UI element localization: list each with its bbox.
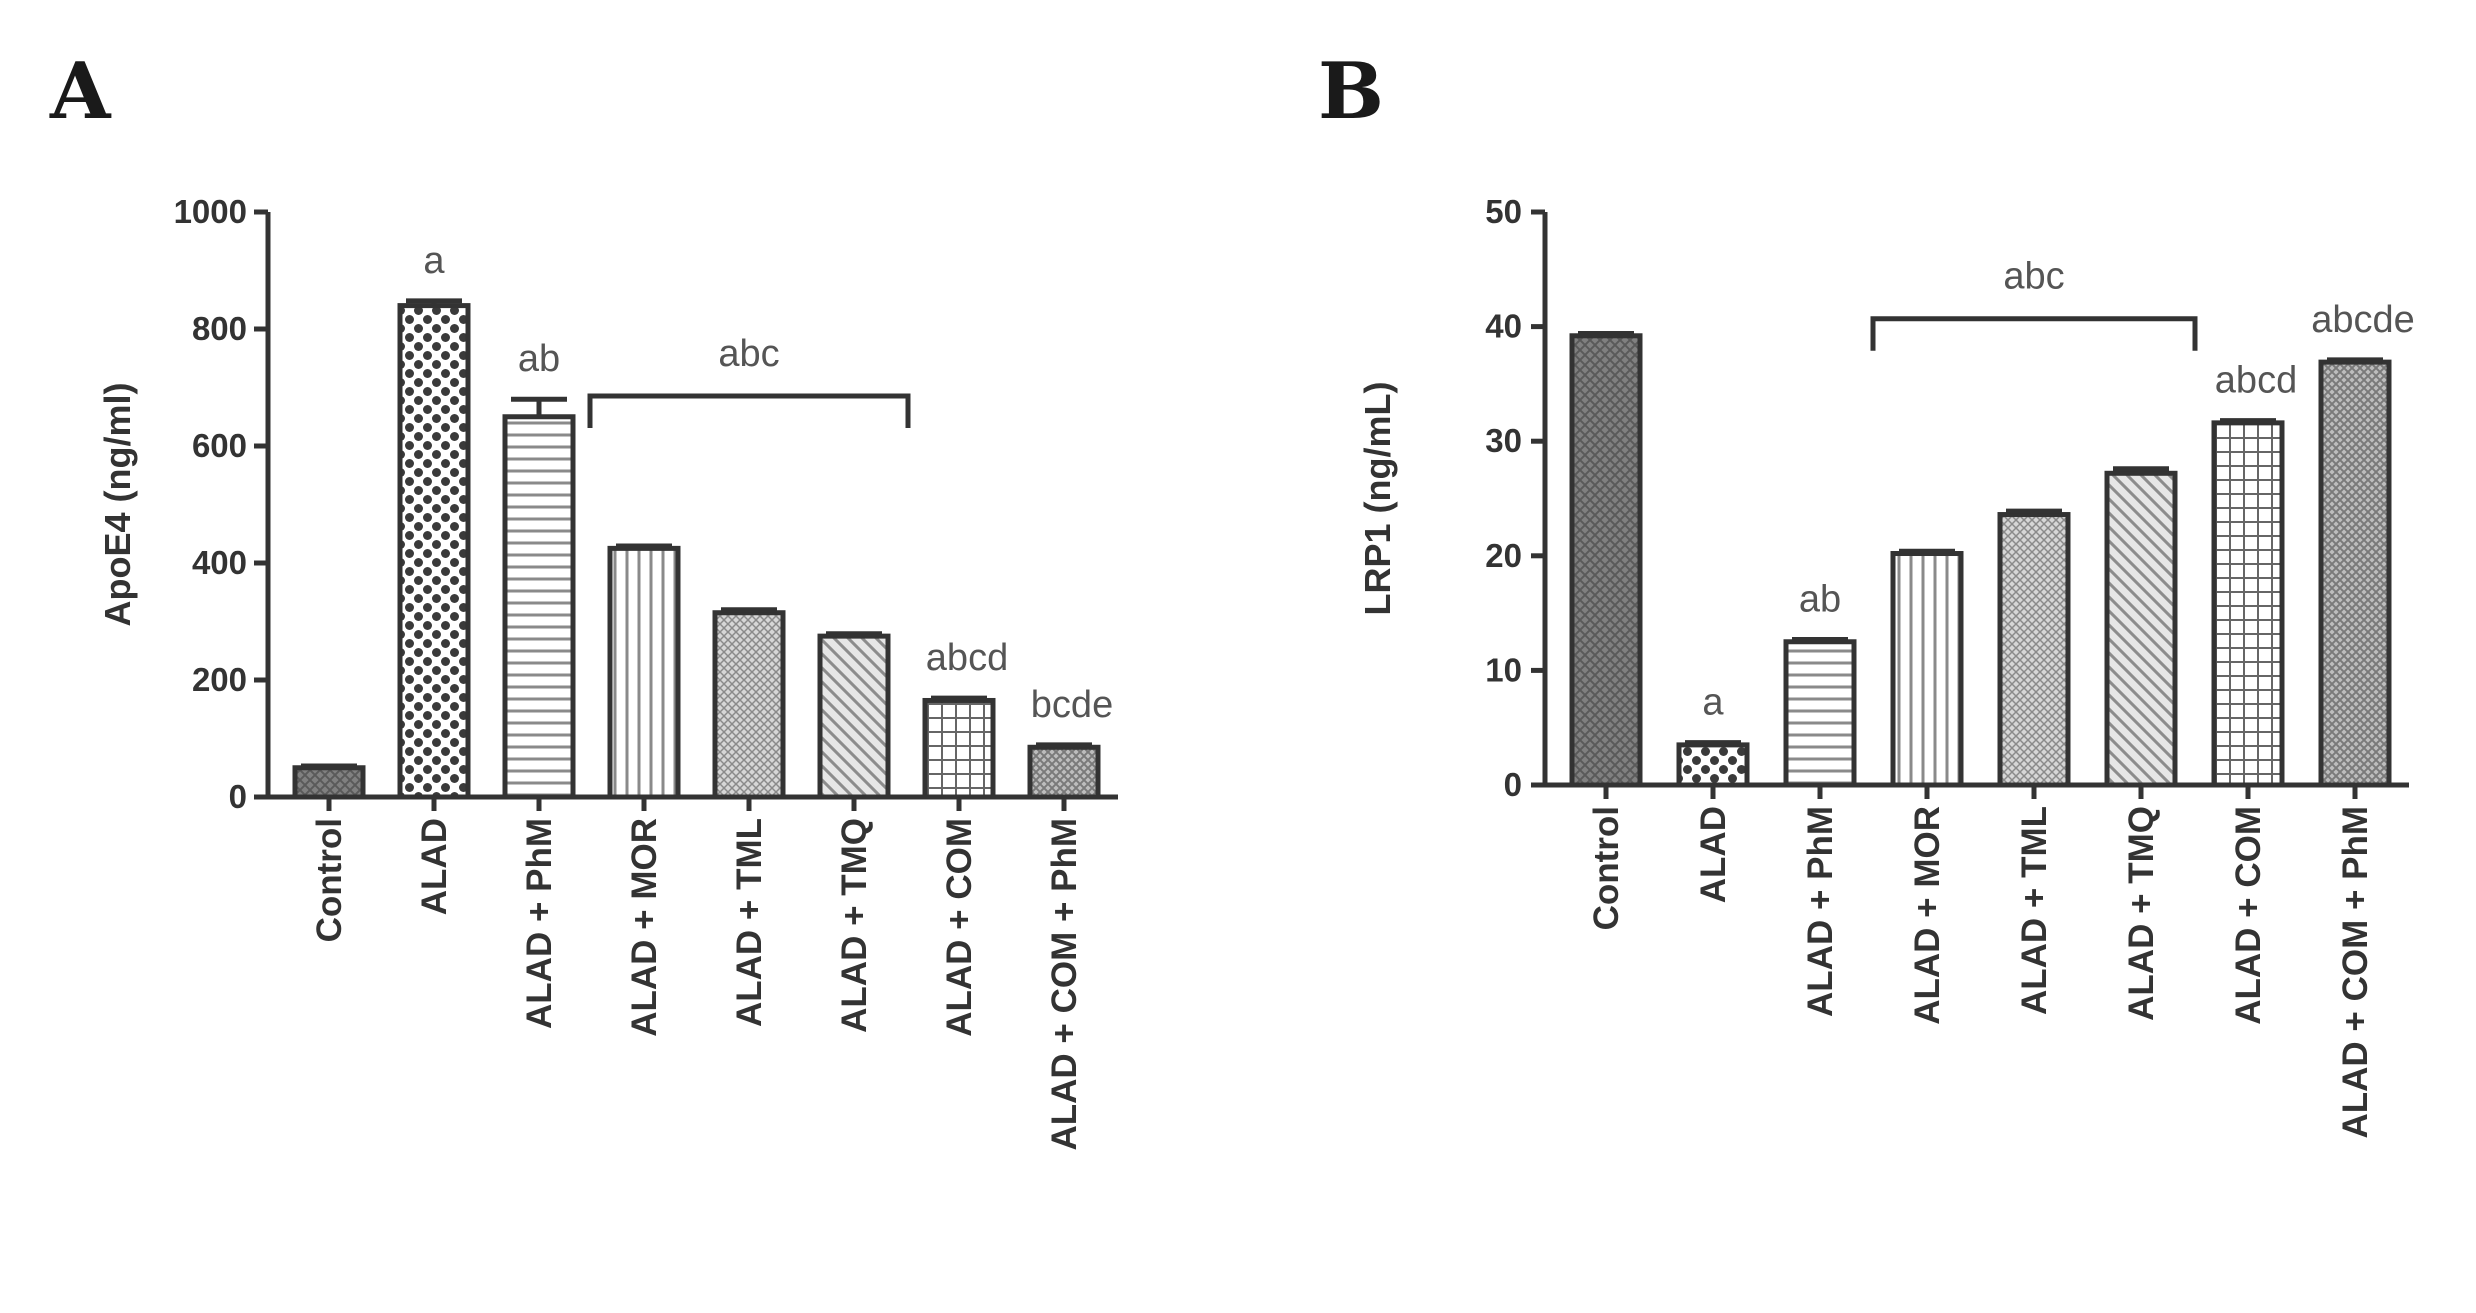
error-bar [2006, 508, 2062, 515]
error-bar [721, 607, 777, 613]
x-category-label: ALAD + COM + PhM [2336, 806, 2375, 1139]
error-bar [1899, 548, 1955, 554]
significance-label: a [423, 240, 445, 282]
error-bar [1036, 742, 1092, 748]
x-category-label: ALAD + COM + PhM [1045, 818, 1084, 1151]
error-bar [1685, 740, 1741, 746]
bar [1890, 551, 1964, 788]
error-bar [2113, 466, 2169, 474]
y-tick-label: 40 [1485, 308, 1522, 345]
x-category-label: ALAD + COM [940, 818, 979, 1037]
x-category-label: ALAD [1694, 806, 1733, 903]
error-bar [1578, 330, 1634, 336]
y-tick-label: 600 [192, 427, 247, 464]
y-tick-label: 10 [1485, 651, 1522, 688]
x-category-label: ALAD + MOR [625, 818, 664, 1037]
significance-label: ab [1799, 578, 1841, 620]
x-category-label: ALAD + MOR [1908, 806, 1947, 1025]
chart-panel-a: A ApoE4 (ng/ml) 0 200 400 600 800 1000 Control AL… [49, 46, 1118, 1151]
bar [1997, 512, 2071, 788]
error-bar [931, 695, 987, 701]
x-category-label: ALAD + TML [730, 818, 769, 1027]
bracket-label: abc [2003, 256, 2064, 298]
y-tick-label: 800 [192, 310, 247, 347]
bar [607, 545, 681, 800]
x-category-label: ALAD + PhM [520, 818, 559, 1029]
error-bar [616, 543, 672, 549]
error-bar [826, 631, 882, 637]
bar [1783, 639, 1857, 788]
y-tick-label: 0 [229, 778, 247, 815]
bar [1569, 333, 1643, 788]
significance-label: abcde [2311, 299, 2415, 341]
error-bar [1792, 636, 1848, 642]
x-category-label: ALAD + COM [2229, 806, 2268, 1025]
significance-label: abcd [2215, 360, 2297, 402]
y-tick-label: 1000 [174, 193, 247, 230]
bar [2318, 359, 2392, 788]
panel-letter: B [1318, 46, 1384, 137]
y-tick-label: 50 [1485, 193, 1522, 230]
y-tick-label: 0 [1504, 766, 1522, 803]
bar [1027, 744, 1101, 800]
significance-bracket [1870, 316, 2198, 351]
panel-letter: A [49, 46, 112, 137]
error-bar [2220, 418, 2276, 424]
y-axis-title: LRP1 (ng/mL) [1357, 382, 1398, 616]
bar [292, 765, 366, 800]
significance-label: abcd [926, 637, 1008, 679]
significance-label: bcde [1031, 684, 1113, 726]
chart-panel-b: B LRP1 (ng/mL) 0 10 20 30 40 50 Control ALAD a ALAD… [1318, 46, 2415, 1139]
bar [2211, 420, 2285, 788]
bar [817, 633, 891, 800]
x-category-label: Control [1587, 806, 1626, 930]
error-bar [2327, 357, 2383, 363]
y-tick-label: 200 [192, 661, 247, 698]
bar [397, 303, 471, 800]
x-category-label: ALAD [415, 818, 454, 915]
significance-label: ab [518, 338, 560, 380]
x-category-label: Control [310, 818, 349, 942]
error-bar [511, 396, 567, 417]
y-tick-label: 20 [1485, 537, 1522, 574]
significance-bracket [587, 393, 911, 429]
x-category-label: ALAD + TML [2015, 806, 2054, 1015]
bar [1676, 742, 1750, 788]
bar [922, 697, 996, 800]
error-bar [406, 298, 462, 306]
x-category-label: ALAD + TMQ [2122, 806, 2161, 1021]
bar [502, 414, 576, 800]
y-tick-label: 30 [1485, 422, 1522, 459]
error-bar [301, 763, 357, 769]
bar [712, 610, 786, 800]
y-axis-title: ApoE4 (ng/ml) [97, 383, 138, 627]
y-tick-label: 400 [192, 544, 247, 581]
bracket-label: abc [718, 333, 779, 375]
bar [2104, 470, 2178, 788]
x-category-label: ALAD + PhM [1801, 806, 1840, 1017]
x-category-label: ALAD + TMQ [835, 818, 874, 1033]
significance-label: a [1702, 682, 1724, 724]
